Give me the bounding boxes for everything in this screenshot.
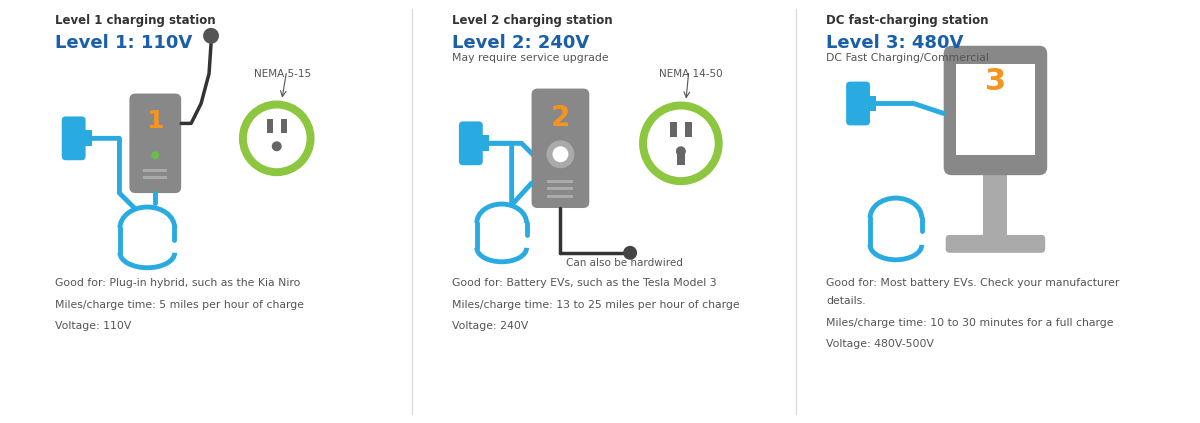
Bar [677, 154, 685, 165]
Circle shape [647, 110, 715, 177]
Text: NEMA 5-15: NEMA 5-15 [254, 69, 311, 79]
Circle shape [247, 108, 306, 168]
Text: 2: 2 [551, 104, 570, 132]
Bar [955, 64, 1036, 155]
Text: Miles/charge time: 5 miles per hour of charge: Miles/charge time: 5 miles per hour of c… [55, 299, 304, 310]
Bar [547, 180, 574, 183]
Text: Level 2: 240V: Level 2: 240V [452, 34, 589, 52]
Text: Good for: Plug-in hybrid, such as the Kia Niro: Good for: Plug-in hybrid, such as the Ki… [55, 277, 300, 288]
Circle shape [676, 146, 686, 156]
Bar [143, 169, 167, 172]
Bar [868, 96, 876, 111]
Text: details.: details. [827, 296, 866, 305]
Bar [547, 187, 574, 190]
Circle shape [640, 102, 722, 185]
Text: Level 3: 480V: Level 3: 480V [827, 34, 964, 52]
FancyBboxPatch shape [458, 121, 482, 165]
FancyBboxPatch shape [846, 82, 870, 125]
Circle shape [239, 101, 314, 176]
Circle shape [552, 146, 569, 162]
Text: Miles/charge time: 13 to 25 miles per hour of charge: Miles/charge time: 13 to 25 miles per ho… [452, 299, 739, 310]
Text: DC Fast Charging/Commercial: DC Fast Charging/Commercial [827, 53, 989, 63]
Circle shape [203, 28, 218, 44]
FancyBboxPatch shape [532, 88, 589, 208]
Bar [685, 122, 692, 137]
Bar [266, 119, 272, 133]
Text: May require service upgrade: May require service upgrade [452, 53, 608, 63]
FancyBboxPatch shape [946, 235, 1045, 253]
Text: Miles/charge time: 10 to 30 minutes for a full charge: Miles/charge time: 10 to 30 minutes for … [827, 318, 1114, 327]
Bar [481, 135, 488, 151]
Text: Voltage: 110V: Voltage: 110V [55, 321, 131, 332]
Text: Voltage: 240V: Voltage: 240V [452, 321, 528, 332]
Text: Voltage: 480V-500V: Voltage: 480V-500V [827, 339, 935, 349]
Bar [670, 122, 677, 137]
Bar [547, 195, 574, 198]
Bar [984, 175, 1007, 235]
Text: Level 1 charging station: Level 1 charging station [55, 14, 215, 27]
Text: Good for: Most battery EVs. Check your manufacturer: Good for: Most battery EVs. Check your m… [827, 277, 1120, 288]
Text: Can also be hardwired: Can also be hardwired [566, 258, 683, 268]
Text: 3: 3 [985, 68, 1006, 96]
Circle shape [151, 151, 160, 159]
Text: 1: 1 [146, 110, 164, 133]
FancyBboxPatch shape [943, 46, 1048, 175]
Text: DC fast-charging station: DC fast-charging station [827, 14, 989, 27]
Text: Good for: Battery EVs, such as the Tesla Model 3: Good for: Battery EVs, such as the Tesla… [452, 277, 716, 288]
Circle shape [271, 141, 282, 151]
Bar [84, 130, 91, 146]
Text: Level 2 charging station: Level 2 charging station [452, 14, 612, 27]
Bar [281, 119, 287, 133]
Circle shape [623, 246, 637, 260]
Circle shape [546, 140, 575, 168]
FancyBboxPatch shape [61, 116, 85, 160]
FancyBboxPatch shape [130, 93, 181, 193]
Text: NEMA 14-50: NEMA 14-50 [659, 69, 722, 79]
Text: Level 1: 110V: Level 1: 110V [55, 34, 192, 52]
Bar [143, 176, 167, 179]
